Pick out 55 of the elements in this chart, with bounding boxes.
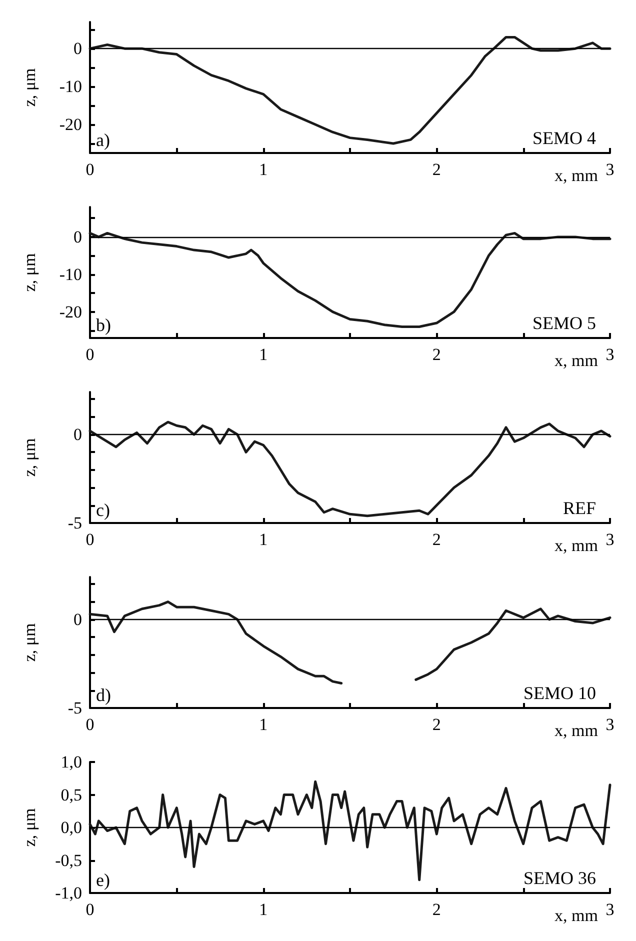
- annotation: e): [96, 870, 110, 890]
- x-tick-label: 0: [86, 715, 94, 734]
- y-axis-title: z, μm: [20, 253, 39, 292]
- x-tick-label: 0: [86, 160, 94, 179]
- y-tick-label: 0: [74, 39, 82, 58]
- x-tick-label: 0: [86, 900, 94, 919]
- x-tick-label: 2: [432, 345, 441, 364]
- annotation: b): [96, 315, 111, 335]
- x-axis-title: x, mm: [554, 906, 598, 925]
- x-tick-label: 3: [606, 160, 614, 179]
- y-tick-label: -5: [68, 698, 82, 718]
- y-axis-title: z, μm: [20, 438, 39, 477]
- y-tick-label: 0: [74, 610, 82, 629]
- annotation: a): [96, 130, 110, 150]
- x-tick-label: 3: [606, 715, 614, 734]
- x-axis-title: x, mm: [554, 351, 598, 370]
- annotation: c): [96, 500, 110, 520]
- annotation: SEMO 36: [523, 868, 596, 888]
- x-tick-label: 0: [86, 345, 94, 364]
- annotation: REF: [562, 498, 596, 518]
- y-tick-label: -10: [59, 264, 82, 284]
- x-tick-label: 2: [432, 715, 441, 734]
- x-tick-label: 0: [86, 530, 94, 549]
- y-tick-label: 0,0: [60, 818, 82, 837]
- x-axis-title: x, mm: [554, 166, 598, 185]
- y-tick-label: 0,5: [60, 785, 82, 804]
- x-tick-label: 1: [259, 900, 268, 919]
- x-tick-label: 1: [259, 345, 268, 364]
- x-tick-label: 2: [432, 160, 441, 179]
- annotation: d): [96, 685, 111, 705]
- x-tick-label: 1: [259, 530, 268, 549]
- x-tick-label: 2: [432, 900, 441, 919]
- x-tick-label: 3: [606, 530, 614, 549]
- x-tick-label: 2: [432, 530, 441, 549]
- y-axis-title: z, μm: [20, 808, 39, 847]
- x-tick-label: 3: [606, 345, 614, 364]
- y-tick-label: -5: [68, 514, 82, 532]
- annotation: SEMO 5: [532, 313, 596, 333]
- x-axis-title: x, mm: [554, 721, 598, 740]
- annotation: SEMO 10: [523, 683, 596, 703]
- x-axis-title: x, mm: [554, 536, 598, 555]
- y-tick-label: 0: [74, 424, 82, 444]
- y-tick-label: -20: [59, 115, 82, 134]
- y-tick-label: -0,5: [55, 850, 82, 870]
- x-tick-label: 3: [606, 900, 614, 919]
- y-tick-label: 1,0: [60, 752, 82, 772]
- y-tick-label: -10: [59, 77, 82, 96]
- y-axis-title: z, μm: [20, 623, 39, 662]
- y-tick-label: -20: [59, 302, 82, 322]
- x-tick-label: 1: [259, 160, 268, 179]
- y-axis-title: z, μm: [20, 68, 39, 107]
- y-tick-label: 0: [74, 227, 82, 246]
- x-tick-label: 1: [259, 715, 268, 734]
- annotation: SEMO 4: [532, 128, 596, 148]
- y-tick-label: -1,0: [55, 884, 82, 902]
